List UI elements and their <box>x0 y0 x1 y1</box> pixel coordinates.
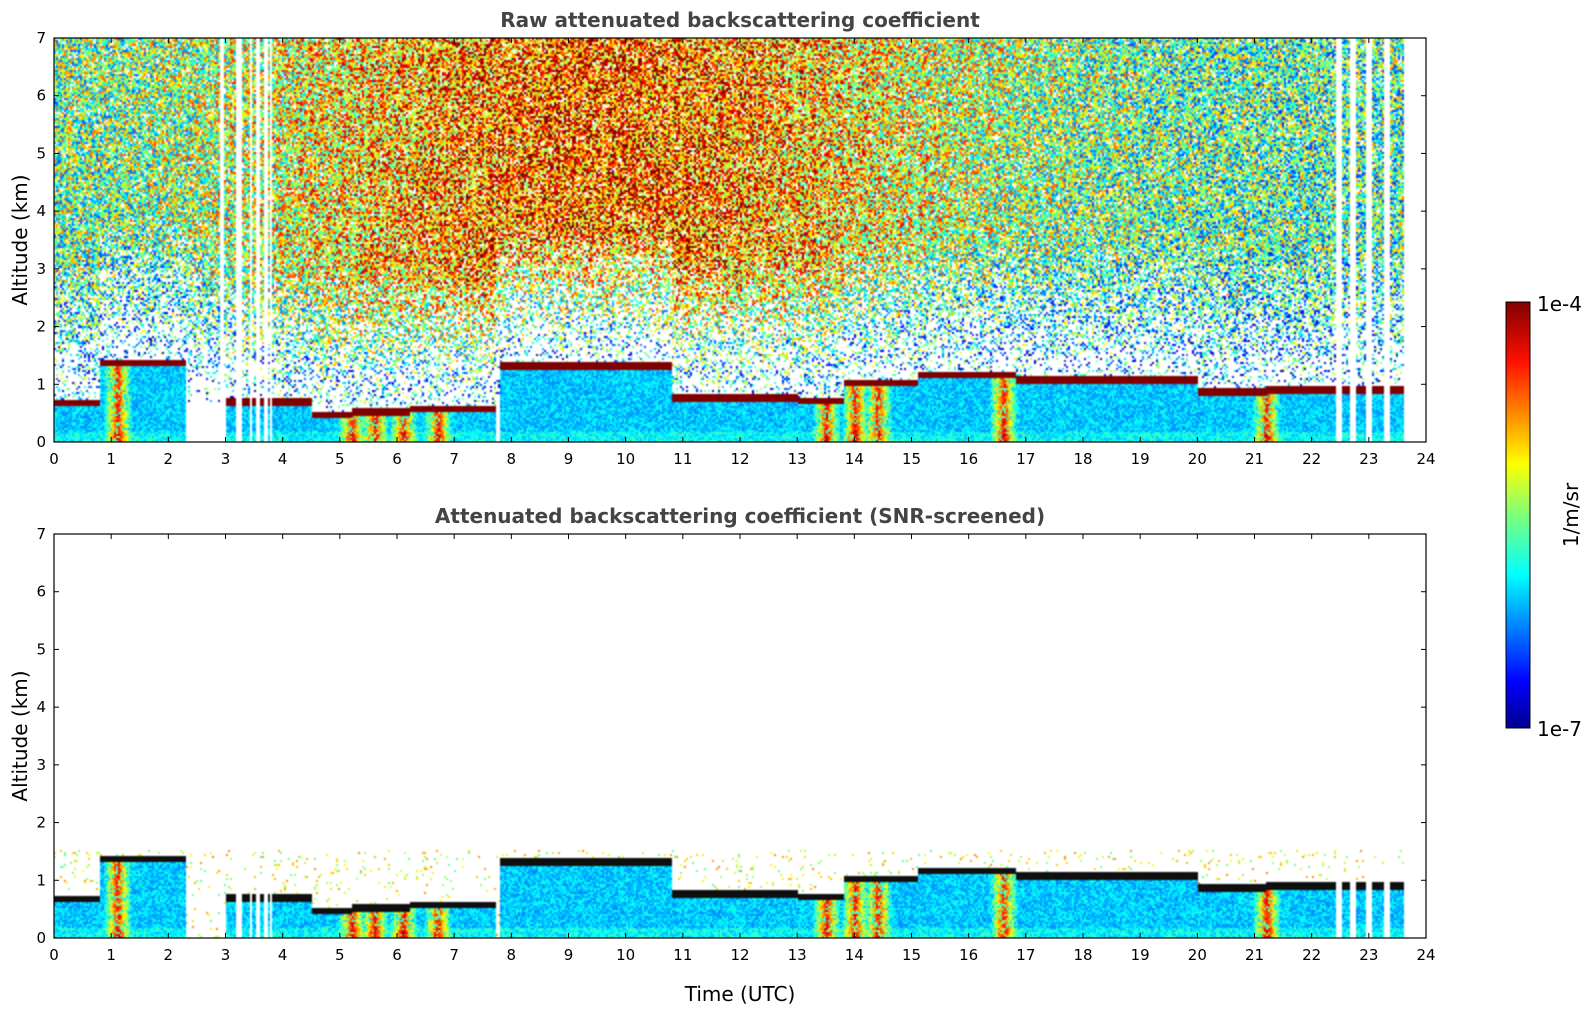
x-tick-label: 22 <box>1302 946 1321 964</box>
x-tick-label: 11 <box>673 946 692 964</box>
x-tick-label: 12 <box>730 946 749 964</box>
y-tick-label: 7 <box>36 525 46 543</box>
x-tick-label: 2 <box>164 450 174 468</box>
y-tick-label: 2 <box>36 318 46 336</box>
x-tick-label: 18 <box>1073 946 1092 964</box>
x-tick-label: 2 <box>164 946 174 964</box>
x-tick-label: 14 <box>845 946 864 964</box>
y-tick-label: 4 <box>36 202 46 220</box>
x-tick-label: 8 <box>507 946 517 964</box>
x-tick-label: 1 <box>106 946 116 964</box>
x-tick-label: 24 <box>1416 450 1435 468</box>
x-axis-label: Time (UTC) <box>684 982 796 1006</box>
y-tick-label: 0 <box>36 929 46 947</box>
x-tick-label: 15 <box>902 946 921 964</box>
x-tick-label: 16 <box>959 450 978 468</box>
x-tick-label: 11 <box>673 450 692 468</box>
colorbar-min-label: 1e-7 <box>1537 717 1582 741</box>
top-y-axis-ticks: 0 1 2 3 4 5 6 7 <box>36 29 1426 451</box>
x-tick-label: 16 <box>959 946 978 964</box>
y-tick-label: 3 <box>36 756 46 774</box>
x-tick-label: 3 <box>221 450 231 468</box>
x-tick-label: 6 <box>392 450 402 468</box>
x-tick-label: 17 <box>1016 946 1035 964</box>
x-tick-label: 8 <box>507 450 517 468</box>
x-tick-label: 10 <box>616 450 635 468</box>
x-tick-label: 17 <box>1016 450 1035 468</box>
y-tick-label: 7 <box>36 29 46 47</box>
x-tick-label: 5 <box>335 946 345 964</box>
y-tick-label: 5 <box>36 144 46 162</box>
top-y-axis-label: Altitude (km) <box>8 174 32 305</box>
x-tick-label: 3 <box>221 946 231 964</box>
y-tick-label: 0 <box>36 433 46 451</box>
colorbar-max-label: 1e-4 <box>1537 292 1582 316</box>
x-tick-label: 1 <box>106 450 116 468</box>
x-tick-label: 19 <box>1131 946 1150 964</box>
x-tick-label: 20 <box>1188 450 1207 468</box>
y-tick-label: 3 <box>36 260 46 278</box>
x-tick-label: 6 <box>392 946 402 964</box>
x-tick-label: 10 <box>616 946 635 964</box>
x-tick-label: 5 <box>335 450 345 468</box>
x-tick-label: 4 <box>278 946 288 964</box>
x-tick-label: 18 <box>1073 450 1092 468</box>
bottom-chart-title: Attenuated backscattering coefficient (S… <box>435 504 1045 528</box>
x-tick-label: 13 <box>788 450 807 468</box>
top-panel: Raw attenuated backscattering coefficien… <box>8 8 1436 468</box>
x-tick-label: 0 <box>49 946 59 964</box>
y-tick-label: 1 <box>36 375 46 393</box>
x-tick-label: 12 <box>730 450 749 468</box>
x-tick-label: 9 <box>564 946 574 964</box>
x-tick-label: 23 <box>1359 946 1378 964</box>
x-tick-label: 21 <box>1245 946 1264 964</box>
colorbar-gradient <box>1506 302 1530 728</box>
x-tick-label: 7 <box>449 946 459 964</box>
top-x-axis-ticks: 0 1 2 3 4 5 6 7 8 9 10 11 12 13 14 15 16 17 18 19 20 21 22 23 24 <box>49 38 1436 468</box>
bottom-x-axis-ticks: 0 1 2 3 4 5 6 7 8 9 10 11 12 13 14 15 16 17 18 19 20 21 22 23 24 <box>49 534 1436 964</box>
bottom-y-axis-ticks: 0 1 2 3 4 5 6 7 <box>36 525 1426 947</box>
colorbar: 1e-4 1e-7 1/m/sr <box>1505 292 1583 741</box>
x-tick-label: 0 <box>49 450 59 468</box>
x-tick-label: 14 <box>845 450 864 468</box>
colorbar-units-label: 1/m/sr <box>1559 482 1583 547</box>
bottom-panel: Attenuated backscattering coefficient (S… <box>8 504 1436 1006</box>
x-tick-label: 23 <box>1359 450 1378 468</box>
top-backscatter-heatmap <box>54 38 1426 442</box>
x-tick-label: 19 <box>1131 450 1150 468</box>
y-tick-label: 6 <box>36 583 46 601</box>
y-tick-label: 2 <box>36 814 46 832</box>
x-tick-label: 21 <box>1245 450 1264 468</box>
x-tick-label: 20 <box>1188 946 1207 964</box>
y-tick-label: 5 <box>36 640 46 658</box>
x-tick-label: 15 <box>902 450 921 468</box>
y-tick-label: 6 <box>36 87 46 105</box>
colorbar-frame <box>1505 301 1531 729</box>
x-tick-label: 4 <box>278 450 288 468</box>
y-tick-label: 1 <box>36 871 46 889</box>
x-tick-label: 13 <box>788 946 807 964</box>
x-tick-label: 7 <box>449 450 459 468</box>
x-tick-label: 24 <box>1416 946 1435 964</box>
y-tick-label: 4 <box>36 698 46 716</box>
top-chart-title: Raw attenuated backscattering coefficien… <box>500 8 980 32</box>
bottom-backscatter-heatmap <box>54 534 1426 938</box>
bottom-y-axis-label: Altitude (km) <box>8 670 32 801</box>
x-tick-label: 9 <box>564 450 574 468</box>
x-tick-label: 22 <box>1302 450 1321 468</box>
